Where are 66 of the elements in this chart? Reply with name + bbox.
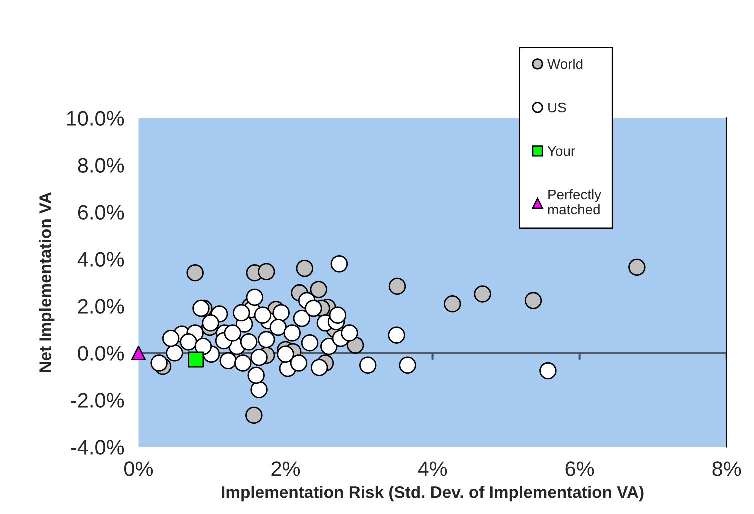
x-tick-label: 2% xyxy=(272,462,300,476)
point xyxy=(399,356,416,374)
point xyxy=(540,362,557,380)
point xyxy=(150,354,168,372)
point xyxy=(202,314,220,332)
x-tick-label: 6% xyxy=(566,462,594,476)
point xyxy=(180,334,198,351)
point xyxy=(192,300,210,318)
point xyxy=(233,304,250,322)
y-tick-label: 0.0% xyxy=(78,346,124,361)
point xyxy=(162,330,180,348)
y-tick-label: 6.0% xyxy=(78,205,124,220)
legend-label: Your xyxy=(548,146,576,156)
point xyxy=(341,324,358,342)
point xyxy=(224,324,242,342)
point xyxy=(330,256,348,273)
point xyxy=(270,318,288,336)
point xyxy=(188,352,204,368)
legend-label: Perfectly matched xyxy=(548,189,602,215)
point xyxy=(444,295,462,313)
point xyxy=(254,306,272,324)
point xyxy=(250,381,268,398)
legend-label: World xyxy=(548,58,583,70)
point xyxy=(284,324,301,342)
point xyxy=(628,258,646,276)
legend-label: US xyxy=(548,102,566,113)
y-axis-title: Net Implementation VA xyxy=(39,192,55,372)
point xyxy=(131,346,146,360)
y-tick-label: 2.0% xyxy=(78,299,124,314)
point xyxy=(388,278,406,296)
point xyxy=(246,406,263,424)
y-tick-label: -2.0% xyxy=(71,393,124,408)
point xyxy=(293,310,311,328)
point xyxy=(359,356,377,374)
point xyxy=(329,306,347,324)
point xyxy=(277,346,294,363)
point xyxy=(250,349,268,366)
point xyxy=(246,288,264,306)
point xyxy=(320,338,338,356)
point xyxy=(272,304,290,322)
y-tick-label: -4.0% xyxy=(71,440,124,455)
point xyxy=(186,264,204,282)
point xyxy=(524,292,542,310)
point xyxy=(240,334,258,351)
x-tick-label: 0% xyxy=(124,462,154,476)
y-tick-label: 10.0% xyxy=(67,111,124,126)
point xyxy=(234,354,252,372)
point xyxy=(290,354,308,372)
point xyxy=(388,326,406,344)
point xyxy=(166,344,184,362)
point xyxy=(258,331,276,348)
point xyxy=(310,359,328,376)
x-axis-title: Implementation Risk (Std. Dev. of Implementation VA) xyxy=(222,486,644,502)
y-tick-label: 8.0% xyxy=(78,158,124,173)
point xyxy=(220,352,238,370)
point xyxy=(258,263,276,281)
point xyxy=(305,300,322,318)
point xyxy=(310,281,328,298)
point xyxy=(301,334,319,352)
point xyxy=(194,338,212,356)
point xyxy=(248,366,265,384)
x-tick-label: 4% xyxy=(418,462,448,476)
y-tick-label: 4.0% xyxy=(78,252,124,267)
x-tick-label: 8% xyxy=(712,462,742,476)
point xyxy=(474,286,492,303)
point xyxy=(296,260,314,278)
